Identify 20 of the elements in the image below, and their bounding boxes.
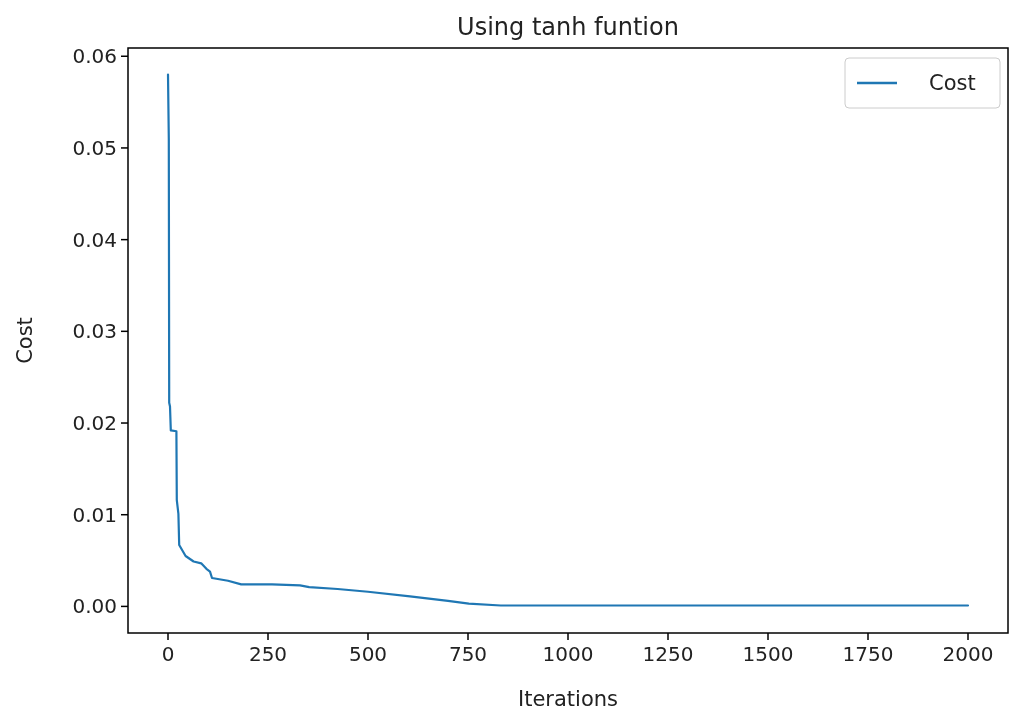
x-tick-label: 500 xyxy=(348,642,388,666)
y-tick-label: 0.02 xyxy=(72,411,117,436)
x-tick-label: 1000 xyxy=(542,642,594,666)
x-tick-label: 1250 xyxy=(642,642,694,666)
legend-label: Cost xyxy=(929,71,976,95)
x-tick-label: 2000 xyxy=(942,642,994,666)
x-tick-label: 0 xyxy=(161,642,175,666)
y-tick-label: 0.00 xyxy=(72,594,117,619)
y-tick-label: 0.01 xyxy=(72,502,117,527)
y-tick-label: 0.05 xyxy=(72,135,117,160)
y-tick-label: 0.04 xyxy=(72,227,117,252)
y-axis-title: Cost xyxy=(13,317,37,364)
x-tick-label: 1750 xyxy=(842,642,894,666)
y-tick-label: 0.06 xyxy=(72,44,117,69)
x-tick-label: 750 xyxy=(448,642,488,666)
x-tick-label: 1500 xyxy=(742,642,794,666)
x-axis-title: Iterations xyxy=(517,687,619,711)
chart-title: Using tanh funtion xyxy=(457,13,679,41)
x-tick-label: 250 xyxy=(248,642,288,666)
y-tick-label: 0.03 xyxy=(72,319,117,344)
